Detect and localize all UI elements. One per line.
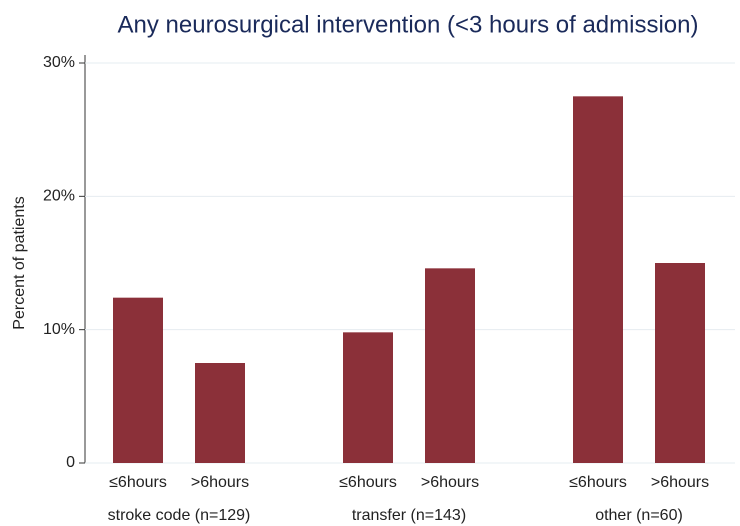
group-label: transfer (n=143): [352, 507, 466, 524]
y-tick-label: 10%: [43, 321, 75, 338]
group-label: other (n=60): [595, 507, 683, 524]
bar: [343, 332, 393, 463]
x-tick-label: >6hours: [421, 474, 479, 491]
bar: [195, 363, 245, 463]
y-tick-label: 30%: [43, 54, 75, 71]
x-tick-label: >6hours: [651, 474, 709, 491]
chart-title: Any neurosurgical intervention (<3 hours…: [118, 11, 699, 38]
y-axis-label: Percent of patients: [11, 196, 28, 329]
bar: [425, 268, 475, 463]
x-tick-label: ≤6hours: [569, 474, 627, 491]
y-tick-label: 20%: [43, 188, 75, 205]
bar: [655, 263, 705, 463]
x-tick-label: >6hours: [191, 474, 249, 491]
bar: [113, 297, 163, 463]
y-tick-label: 0: [66, 454, 75, 471]
group-label: stroke code (n=129): [108, 507, 251, 524]
x-tick-label: ≤6hours: [109, 474, 167, 491]
x-tick-label: ≤6hours: [339, 474, 397, 491]
bar: [573, 96, 623, 463]
